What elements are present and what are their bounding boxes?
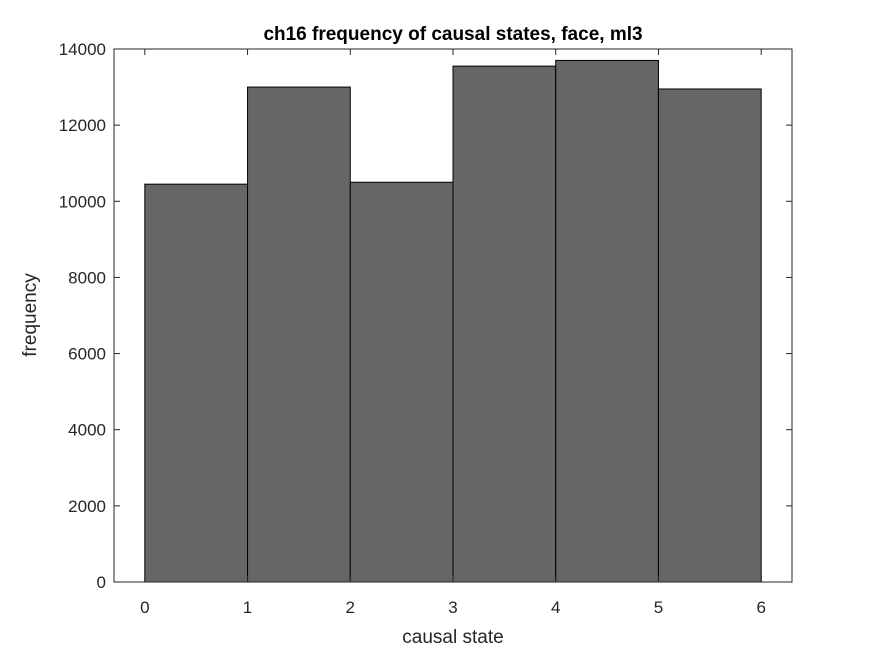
y-tick-label: 12000: [59, 116, 106, 135]
y-tick-label: 0: [97, 573, 106, 592]
y-axis-label: frequency: [20, 273, 41, 357]
bar-bin-4: [555, 59, 659, 583]
bar-bin-1: [247, 86, 351, 583]
x-tick-label: 2: [346, 598, 355, 617]
x-tick-label: 5: [654, 598, 663, 617]
bar-bin-5: [657, 88, 762, 583]
x-axis-ticks: 0 1 2 3 4 5 6: [140, 49, 766, 617]
bar-bin-0: [144, 183, 249, 583]
y-axis-ticks: 0 2000 4000 6000 8000 10000 12000 14000: [59, 40, 792, 592]
y-tick-label: 8000: [68, 268, 106, 287]
x-tick-label: 4: [551, 598, 560, 617]
y-tick-label: 2000: [68, 497, 106, 516]
chart-title: ch16 frequency of causal states, face, m…: [263, 24, 642, 45]
y-tick-label: 6000: [68, 345, 106, 364]
y-tick-label: 10000: [59, 192, 106, 211]
x-tick-label: 3: [448, 598, 457, 617]
bars-group: [144, 59, 762, 583]
x-tick-label: 1: [243, 598, 252, 617]
x-tick-label: 0: [140, 598, 149, 617]
x-axis-label: causal state: [402, 627, 503, 648]
bar-bin-3: [452, 65, 557, 583]
bar-bin-2: [349, 181, 454, 583]
y-tick-label: 14000: [59, 40, 106, 59]
x-tick-label: 6: [756, 598, 765, 617]
y-tick-label: 4000: [68, 421, 106, 440]
